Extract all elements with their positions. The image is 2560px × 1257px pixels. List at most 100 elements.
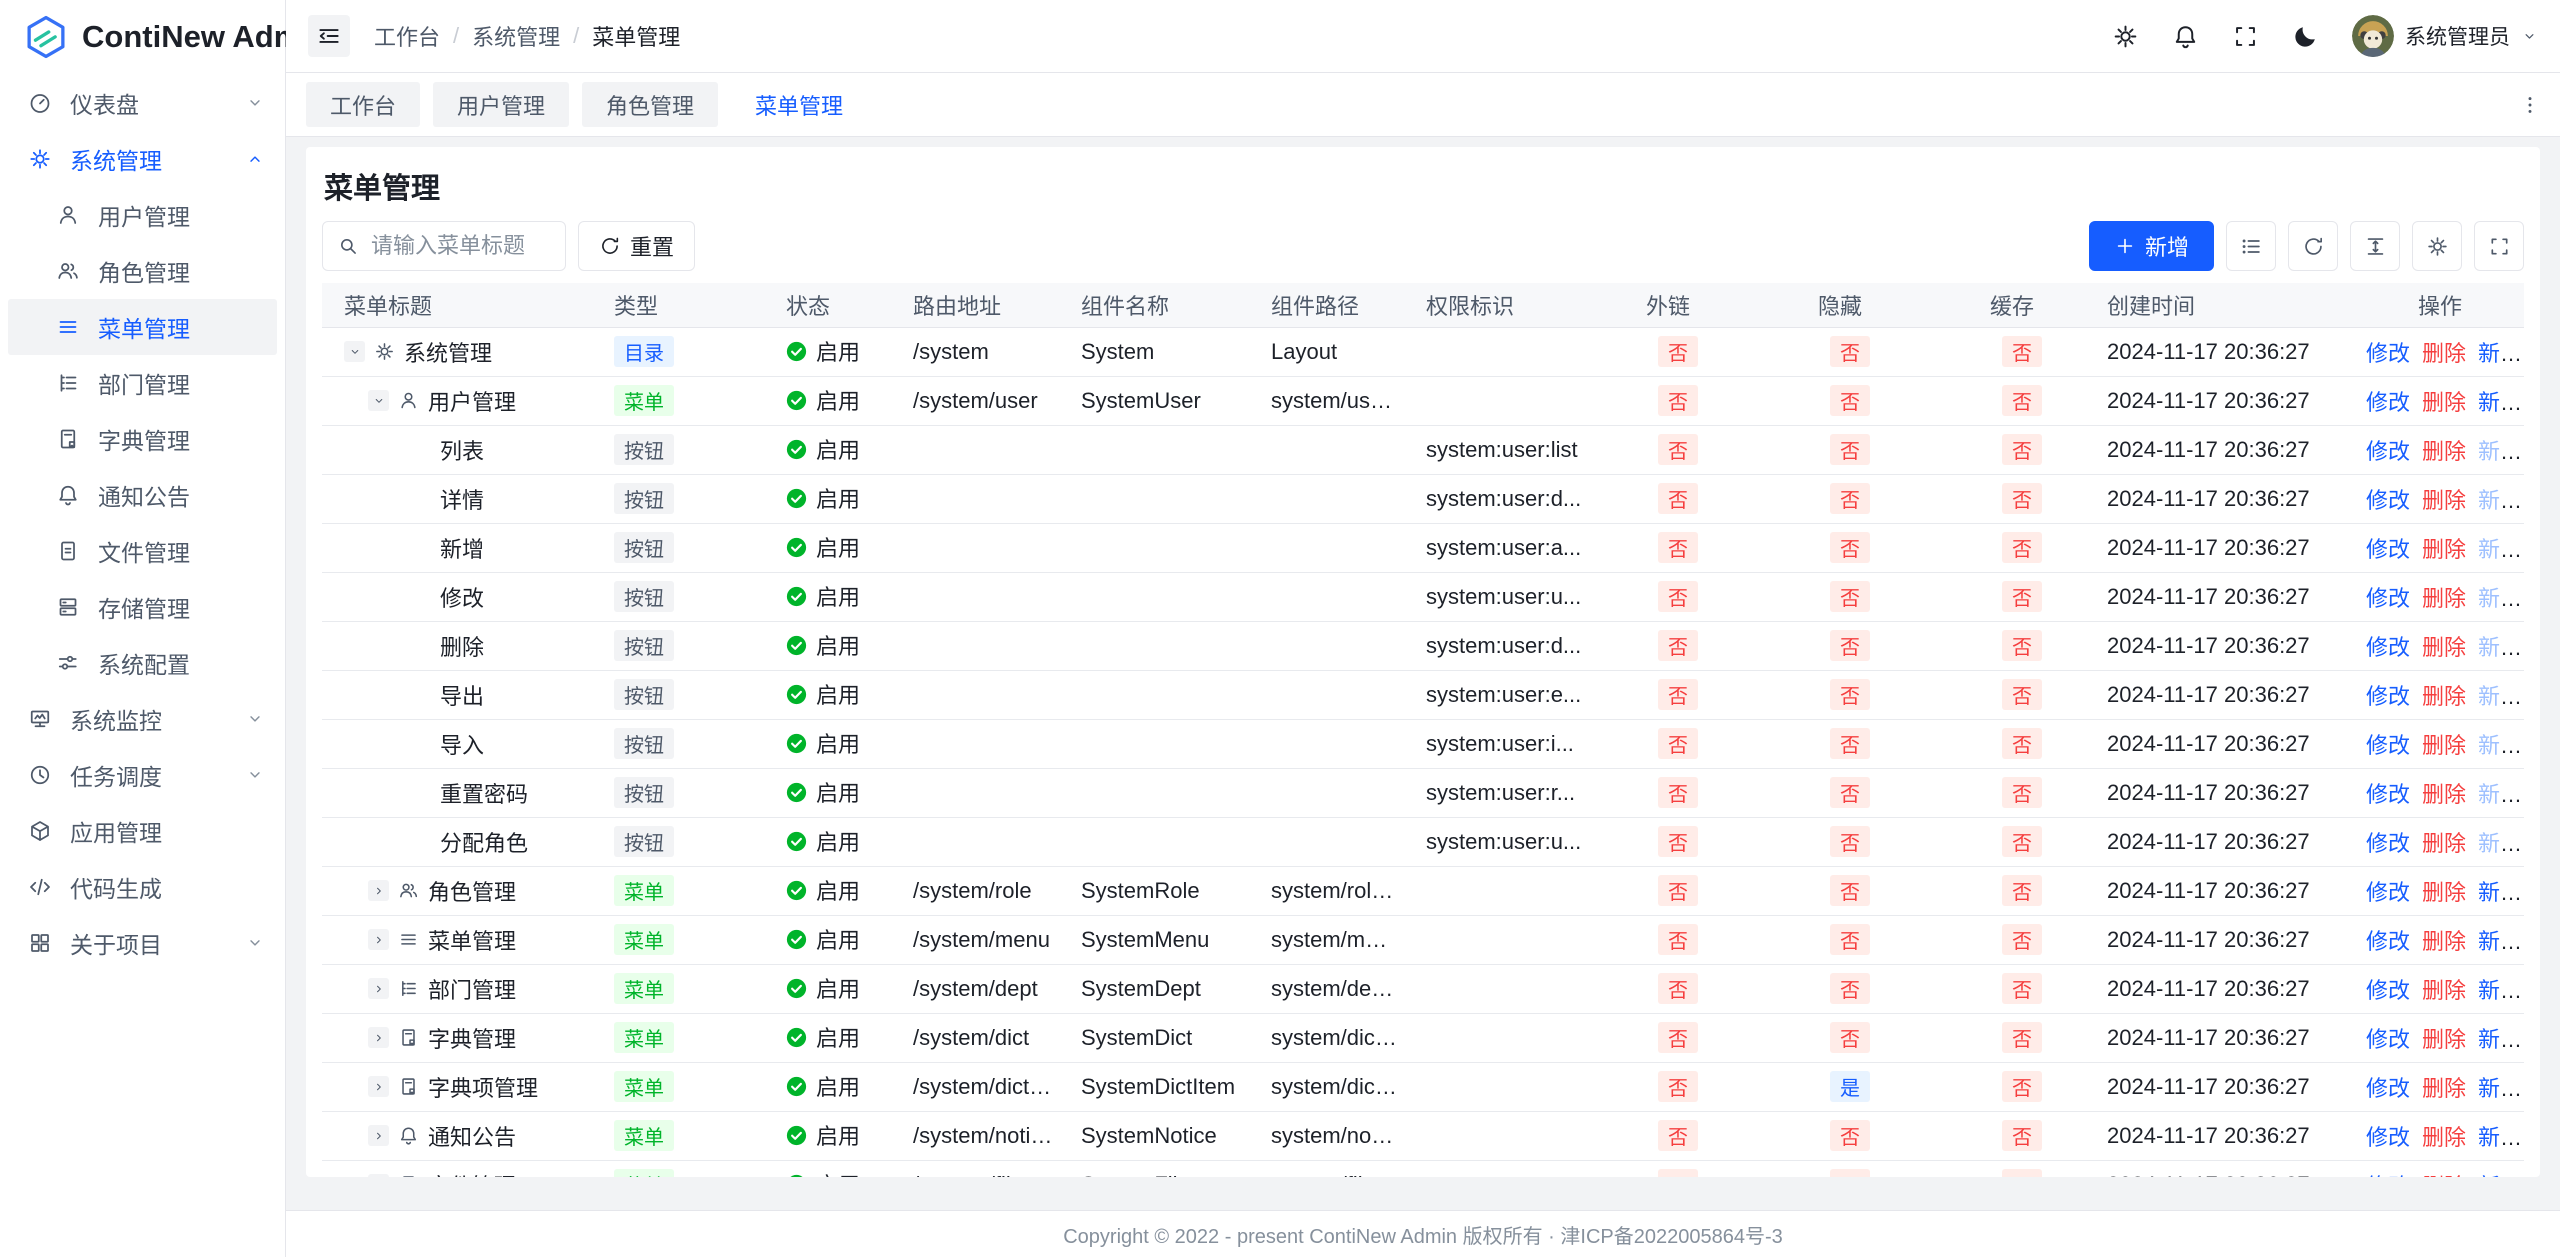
expand-row-toggle[interactable] xyxy=(368,929,389,950)
delete-link[interactable]: 删除 xyxy=(2422,683,2467,709)
tab-菜单管理[interactable]: 菜单管理 xyxy=(731,82,868,127)
collapse-row-toggle[interactable] xyxy=(368,390,389,411)
delete-link[interactable]: 删除 xyxy=(2422,585,2467,611)
component-path-cell: system/menu... xyxy=(1249,915,1404,965)
refresh-table-button[interactable] xyxy=(2288,221,2338,271)
delete-link[interactable]: 删除 xyxy=(2422,438,2467,464)
add-child-link[interactable]: 新增 xyxy=(2478,1124,2523,1150)
menu-title: 导入 xyxy=(440,732,485,758)
delete-link[interactable]: 删除 xyxy=(2422,879,2467,905)
delete-link[interactable]: 删除 xyxy=(2422,977,2467,1003)
expand-row-toggle[interactable] xyxy=(368,1174,389,1177)
add-child-link[interactable]: 新增 xyxy=(2478,1075,2523,1101)
search-input[interactable] xyxy=(369,232,551,260)
delete-link[interactable]: 删除 xyxy=(2422,536,2467,562)
tab-角色管理[interactable]: 角色管理 xyxy=(582,82,719,127)
delete-link[interactable]: 删除 xyxy=(2422,1124,2467,1150)
add-child-link[interactable]: 新增 xyxy=(2478,1174,2522,1178)
sidebar-item-用户管理[interactable]: 用户管理 xyxy=(8,187,277,243)
column-settings-button[interactable] xyxy=(2412,221,2462,271)
tab-more-button[interactable] xyxy=(2512,87,2548,123)
add-child-link[interactable]: 新增 xyxy=(2478,977,2523,1003)
type-tag: 菜单 xyxy=(614,973,674,1004)
delete-link[interactable]: 删除 xyxy=(2422,732,2467,758)
tab-工作台[interactable]: 工作台 xyxy=(306,82,421,127)
delete-link[interactable]: 删除 xyxy=(2422,781,2467,807)
add-child-link[interactable]: 新增 xyxy=(2478,389,2523,415)
add-button[interactable]: 新增 xyxy=(2088,221,2214,271)
sidebar-item-代码生成[interactable]: 代码生成 xyxy=(8,859,277,915)
menu-fold-button[interactable] xyxy=(308,15,350,57)
status-badge: 启用 xyxy=(786,923,860,955)
add-child-link[interactable]: 新增 xyxy=(2478,928,2523,954)
sidebar-item-菜单管理[interactable]: 菜单管理 xyxy=(8,299,277,355)
delete-link[interactable]: 删除 xyxy=(2422,340,2467,366)
edit-link[interactable]: 修改 xyxy=(2366,536,2411,562)
breadcrumb-item[interactable]: 工作台 xyxy=(374,25,441,50)
edit-link[interactable]: 修改 xyxy=(2366,781,2411,807)
permission-cell xyxy=(1404,866,1624,916)
expand-row-toggle[interactable] xyxy=(368,978,389,999)
list-view-button[interactable] xyxy=(2226,221,2276,271)
delete-link[interactable]: 删除 xyxy=(2422,389,2467,415)
edit-link[interactable]: 修改 xyxy=(2366,830,2411,856)
sidebar-item-通知公告[interactable]: 通知公告 xyxy=(8,467,277,523)
sidebar-item-任务调度[interactable]: 任务调度 xyxy=(8,747,277,803)
sidebar-item-文件管理[interactable]: 文件管理 xyxy=(8,523,277,579)
cache-tag: 否 xyxy=(2002,581,2042,612)
delete-link[interactable]: 删除 xyxy=(2422,1026,2467,1052)
edit-link[interactable]: 修改 xyxy=(2366,634,2411,660)
delete-link[interactable]: 删除 xyxy=(2422,830,2467,856)
expand-row-toggle[interactable] xyxy=(368,1027,389,1048)
add-child-link[interactable]: 新增 xyxy=(2478,879,2523,905)
settings-icon[interactable] xyxy=(2112,23,2139,50)
expand-row-toggle[interactable] xyxy=(368,1076,389,1097)
delete-link[interactable]: 删除 xyxy=(2422,1174,2466,1178)
sidebar-item-系统配置[interactable]: 系统配置 xyxy=(8,635,277,691)
user-menu[interactable]: 系统管理员 xyxy=(2352,15,2538,57)
status-badge: 启用 xyxy=(786,874,860,906)
edit-link[interactable]: 修改 xyxy=(2366,732,2411,758)
collapse-row-toggle[interactable] xyxy=(344,341,365,362)
edit-link[interactable]: 修改 xyxy=(2366,683,2411,709)
sidebar-item-字典管理[interactable]: 字典管理 xyxy=(8,411,277,467)
breadcrumb: 工作台 / 系统管理 / 菜单管理 xyxy=(374,20,680,52)
edit-link[interactable]: 修改 xyxy=(2366,1026,2411,1052)
table-fullscreen-button[interactable] xyxy=(2474,221,2524,271)
sidebar-item-存储管理[interactable]: 存储管理 xyxy=(8,579,277,635)
edit-link[interactable]: 修改 xyxy=(2366,1124,2411,1150)
tab-用户管理[interactable]: 用户管理 xyxy=(433,82,570,127)
expand-row-toggle[interactable] xyxy=(368,880,389,901)
edit-link[interactable]: 修改 xyxy=(2366,879,2411,905)
dark-mode-moon-icon[interactable] xyxy=(2292,23,2319,50)
breadcrumb-item[interactable]: 系统管理 xyxy=(472,25,561,50)
edit-link[interactable]: 修改 xyxy=(2366,487,2411,513)
cache-tag: 否 xyxy=(2002,385,2042,416)
row-height-button[interactable] xyxy=(2350,221,2400,271)
sidebar-item-应用管理[interactable]: 应用管理 xyxy=(8,803,277,859)
add-child-link[interactable]: 新增 xyxy=(2478,340,2523,366)
delete-link[interactable]: 删除 xyxy=(2422,928,2467,954)
sidebar-item-部门管理[interactable]: 部门管理 xyxy=(8,355,277,411)
fullscreen-icon[interactable] xyxy=(2232,23,2259,50)
edit-link[interactable]: 修改 xyxy=(2366,389,2411,415)
notifications-bell-icon[interactable] xyxy=(2172,23,2199,50)
edit-link[interactable]: 修改 xyxy=(2366,977,2411,1003)
sidebar-item-仪表盘[interactable]: 仪表盘 xyxy=(8,75,277,131)
edit-link[interactable]: 修改 xyxy=(2366,340,2411,366)
sidebar-item-系统管理[interactable]: 系统管理 xyxy=(8,131,277,187)
delete-link[interactable]: 删除 xyxy=(2422,634,2467,660)
edit-link[interactable]: 修改 xyxy=(2366,1174,2410,1178)
reset-button[interactable]: 重置 xyxy=(578,221,696,271)
expand-row-toggle[interactable] xyxy=(368,1125,389,1146)
add-child-link[interactable]: 新增 xyxy=(2478,1026,2523,1052)
delete-link[interactable]: 删除 xyxy=(2422,487,2467,513)
edit-link[interactable]: 修改 xyxy=(2366,585,2411,611)
sidebar-item-关于项目[interactable]: 关于项目 xyxy=(8,915,277,971)
delete-link[interactable]: 删除 xyxy=(2422,1075,2467,1101)
sidebar-item-角色管理[interactable]: 角色管理 xyxy=(8,243,277,299)
edit-link[interactable]: 修改 xyxy=(2366,928,2411,954)
sidebar-item-系统监控[interactable]: 系统监控 xyxy=(8,691,277,747)
edit-link[interactable]: 修改 xyxy=(2366,438,2411,464)
edit-link[interactable]: 修改 xyxy=(2366,1075,2411,1101)
